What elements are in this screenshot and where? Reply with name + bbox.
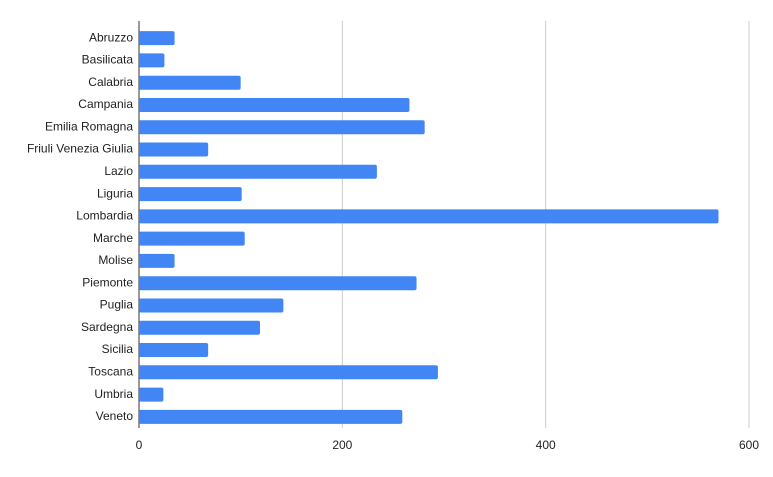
y-tick-label: Umbria	[94, 387, 133, 401]
y-tick-label: Toscana	[88, 364, 133, 378]
y-tick-label: Lombardia	[76, 209, 133, 223]
y-tick-label: Friuli Venezia Giulia	[27, 142, 133, 156]
bar	[139, 209, 719, 224]
bar	[139, 75, 241, 90]
y-tick-label: Puglia	[100, 298, 134, 312]
x-tick-label: 200	[332, 438, 352, 452]
y-tick-label: Liguria	[97, 186, 133, 200]
y-tick-label: Abruzzo	[89, 30, 133, 44]
bar	[139, 187, 242, 202]
bar	[139, 231, 245, 246]
y-tick-label: Marche	[93, 231, 133, 245]
y-tick-label: Campania	[78, 97, 133, 111]
bar	[139, 120, 425, 135]
bar	[139, 365, 438, 380]
y-tick-label: Piemonte	[82, 275, 133, 289]
x-tick-label: 0	[136, 438, 143, 452]
bar	[139, 97, 410, 112]
bar	[139, 298, 284, 313]
bar	[139, 253, 175, 268]
x-tick-label: 600	[739, 438, 759, 452]
x-tick-label: 400	[536, 438, 556, 452]
y-tick-label: Sardegna	[81, 320, 133, 334]
bar	[139, 164, 377, 179]
y-tick-label: Molise	[98, 253, 133, 267]
bar	[139, 343, 209, 358]
y-tick-label: Emilia Romagna	[45, 119, 133, 133]
bar	[139, 320, 260, 335]
bar	[139, 53, 165, 68]
y-tick-label: Lazio	[104, 164, 133, 178]
bar	[139, 142, 209, 157]
y-tick-label: Calabria	[88, 75, 133, 89]
bar	[139, 276, 417, 291]
bar	[139, 31, 175, 46]
y-tick-label: Basilicata	[82, 53, 134, 67]
bar	[139, 409, 403, 424]
y-tick-label: Sicilia	[102, 342, 134, 356]
y-tick-label: Veneto	[96, 409, 134, 423]
bar	[139, 387, 164, 402]
